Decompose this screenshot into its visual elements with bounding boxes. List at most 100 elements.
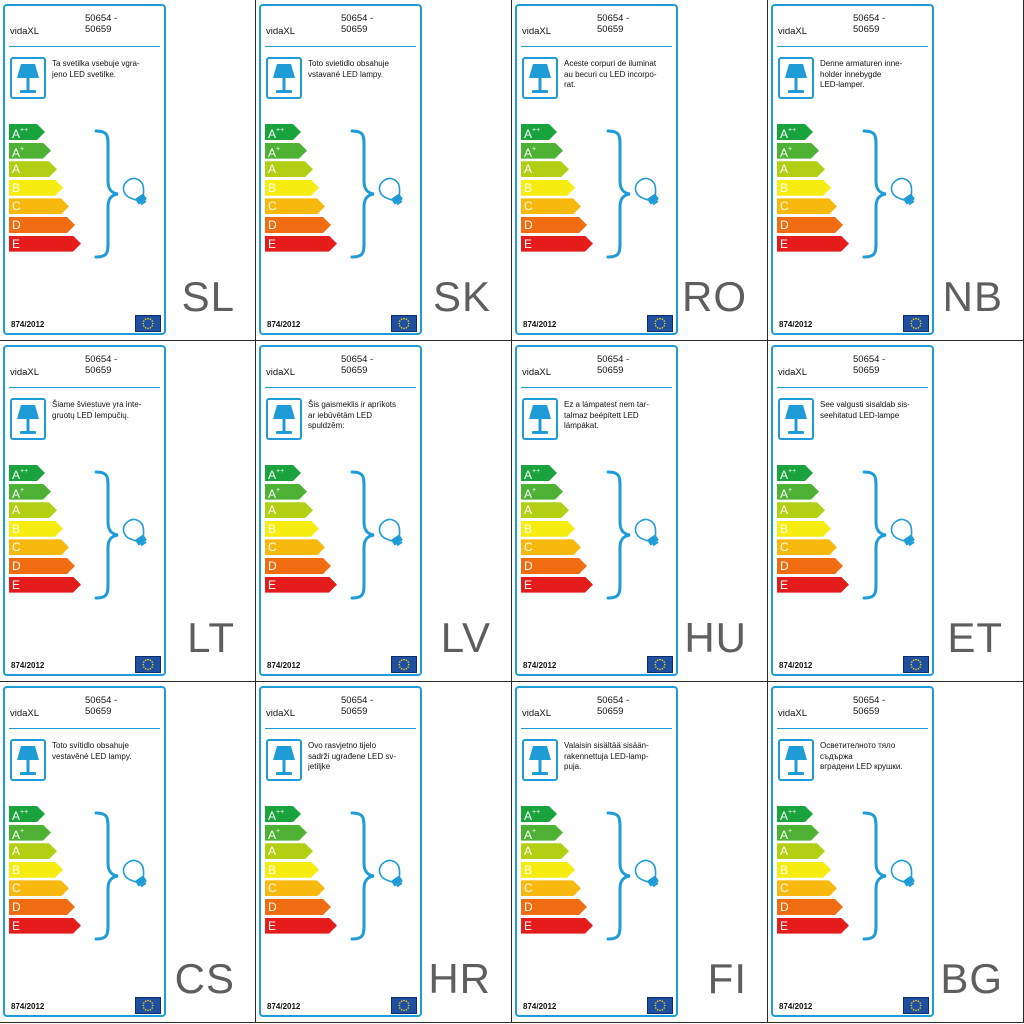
bracket-icon xyxy=(350,470,375,600)
energy-class-label: A xyxy=(268,468,277,482)
energy-class-arrow xyxy=(777,236,849,252)
eu-flag-icon xyxy=(647,656,673,673)
table-lamp-icon xyxy=(266,739,302,781)
energy-class-letter: A xyxy=(780,843,788,859)
language-panel-hu: 50654 - 50659 vidaXL Ez a lámpatest nem … xyxy=(512,341,768,682)
energy-class-arrow xyxy=(9,198,69,214)
energy-class-superscript: + xyxy=(20,486,25,494)
energy-class-label: A xyxy=(780,127,789,141)
energy-class-label: C xyxy=(268,881,277,896)
energy-class-letter: E xyxy=(12,577,20,593)
header-divider xyxy=(521,387,672,388)
eu-flag-icon xyxy=(647,315,673,332)
energy-class-arrow xyxy=(9,539,69,555)
energy-class-arrow xyxy=(265,521,319,537)
energy-class-label: A xyxy=(780,827,789,842)
energy-class-arrow xyxy=(521,217,587,233)
language-code: NB xyxy=(942,273,1003,320)
energy-class-letter: A xyxy=(12,843,20,859)
energy-class-arrow xyxy=(9,484,51,500)
language-panel-lv: 50654 - 50659 vidaXL Šis gaismeklis ir a… xyxy=(256,341,512,682)
energy-class-letter: C xyxy=(524,539,533,555)
energy-class-arrow xyxy=(521,484,563,500)
energy-class-letter: A xyxy=(268,502,276,518)
led-statement: Ovo rasvjetno tijelo sadrži ugrađene LED… xyxy=(308,741,397,771)
brand-name: vidaXL xyxy=(266,708,296,719)
energy-class-superscript: + xyxy=(276,486,281,494)
energy-class-letter: E xyxy=(268,577,276,593)
brand-name: vidaXL xyxy=(522,367,552,378)
energy-class-arrow xyxy=(777,143,819,159)
energy-class-label: A xyxy=(12,809,21,823)
energy-class-letter: D xyxy=(780,899,789,915)
brand-name: vidaXL xyxy=(522,708,552,719)
energy-class-label: C xyxy=(12,881,21,896)
energy-class-arrow xyxy=(777,558,843,574)
energy-class-label: A xyxy=(524,844,533,859)
energy-class-arrow xyxy=(265,899,331,915)
energy-class-label: B xyxy=(12,180,21,195)
regulation-number: 874/2012 xyxy=(267,661,301,670)
energy-class-letter: C xyxy=(780,198,789,214)
energy-class-label: A xyxy=(524,162,533,177)
energy-class-arrow xyxy=(265,180,319,196)
led-bulb-icon xyxy=(378,518,403,547)
energy-class-arrow xyxy=(265,198,325,214)
language-code: HU xyxy=(684,614,747,661)
energy-class-letter: A++ xyxy=(524,465,540,483)
bracket-icon xyxy=(350,811,375,941)
energy-class-letter: A+ xyxy=(524,825,536,843)
energy-class-label: B xyxy=(268,521,277,536)
brand-name: vidaXL xyxy=(10,367,40,378)
led-bulb-icon xyxy=(634,518,659,547)
energy-class-arrow xyxy=(777,484,819,500)
energy-class-arrow xyxy=(521,918,593,934)
header-divider xyxy=(9,387,160,388)
energy-label: 50654 - 50659 vidaXL Ta svetilka vsebuje… xyxy=(3,4,166,335)
language-panel-et: 50654 - 50659 vidaXL See valgusti sisald… xyxy=(768,341,1024,682)
energy-class-superscript: + xyxy=(532,145,537,153)
energy-class-label: A xyxy=(524,127,533,141)
energy-class-superscript: + xyxy=(788,486,793,494)
model-number: 50654 - 50659 xyxy=(85,695,118,717)
energy-class-arrow xyxy=(265,843,313,859)
led-statement: Toto svietidlo obsahuje vstavané LED lam… xyxy=(308,59,389,79)
energy-class-letter: A xyxy=(780,161,788,177)
energy-class-superscript: ++ xyxy=(20,468,29,475)
energy-class-arrow xyxy=(9,806,45,822)
energy-class-arrow xyxy=(777,806,813,822)
energy-class-letter: D xyxy=(268,217,277,233)
energy-class-label: A xyxy=(524,145,533,160)
header-divider xyxy=(9,728,160,729)
brand-name: vidaXL xyxy=(522,26,552,37)
energy-class-letter: A+ xyxy=(524,484,536,502)
eu-flag-icon xyxy=(647,997,673,1014)
energy-class-label: A xyxy=(12,503,21,518)
language-code: HR xyxy=(428,955,491,1002)
energy-class-letter: B xyxy=(524,862,532,878)
bracket-icon xyxy=(94,129,119,259)
energy-class-label: C xyxy=(524,540,533,555)
energy-class-arrow xyxy=(9,217,75,233)
energy-class-arrow xyxy=(265,465,301,481)
energy-class-arrow xyxy=(265,502,313,518)
energy-class-arrow xyxy=(521,806,557,822)
energy-class-superscript: ++ xyxy=(788,468,797,475)
table-lamp-icon xyxy=(10,398,46,440)
energy-class-letter: A+ xyxy=(12,143,24,161)
energy-class-label: B xyxy=(12,862,21,877)
energy-class-arrow xyxy=(9,502,57,518)
energy-class-arrow xyxy=(777,521,831,537)
language-code: LV xyxy=(440,614,491,661)
language-panel-nb: 50654 - 50659 vidaXL Denne armaturen inn… xyxy=(768,0,1024,341)
energy-class-arrow xyxy=(521,862,575,878)
energy-label: 50654 - 50659 vidaXL Осветителното тяло … xyxy=(771,686,934,1017)
energy-class-label: A xyxy=(12,827,21,842)
language-code: RO xyxy=(682,273,747,320)
energy-class-label: A xyxy=(268,844,277,859)
energy-class-letter: D xyxy=(268,899,277,915)
energy-class-label: B xyxy=(12,521,21,536)
energy-class-arrow xyxy=(9,577,81,593)
energy-class-letter: E xyxy=(524,236,532,252)
